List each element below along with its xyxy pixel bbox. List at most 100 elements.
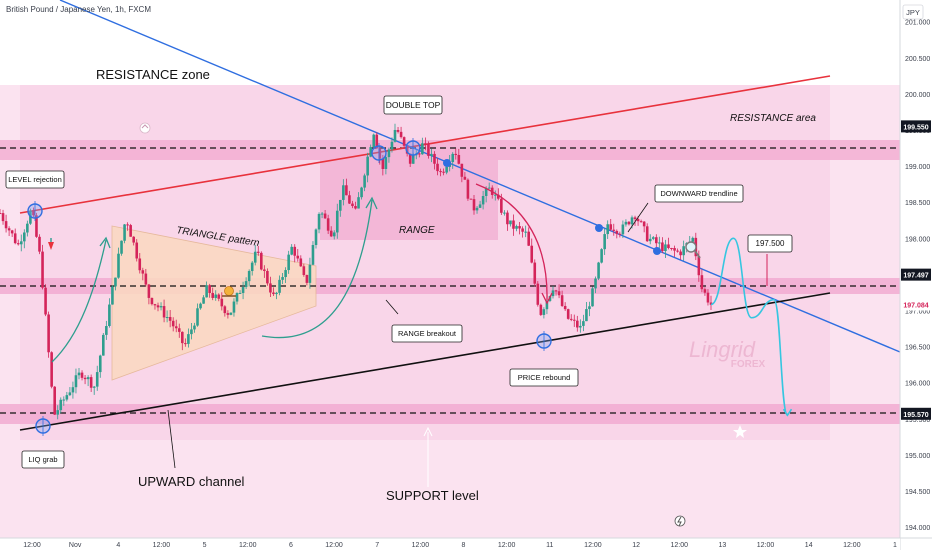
candle-body <box>202 297 205 304</box>
candle-body <box>445 166 448 173</box>
pepper-icon <box>48 238 54 250</box>
callout-downward-trendline: DOWNWARD trendline <box>654 184 744 203</box>
candle-body <box>177 328 181 332</box>
trendline-pointer-line <box>627 202 649 233</box>
downward-trendline[interactable] <box>59 0 901 353</box>
candle-body <box>411 155 415 164</box>
marker-price-rebound[interactable] <box>536 331 552 351</box>
candle-body <box>1 213 5 222</box>
candle-body <box>466 179 470 199</box>
candle-body <box>19 241 23 245</box>
candle-body <box>287 254 290 271</box>
price-badge-bg <box>901 268 931 281</box>
candle-body <box>296 255 300 259</box>
candle-body <box>16 243 20 245</box>
watermark: Lingrid FOREX <box>689 337 766 370</box>
time-axis[interactable] <box>0 538 900 550</box>
candle-body <box>390 141 394 150</box>
candle-body <box>65 395 69 400</box>
candle-body <box>153 304 157 306</box>
callout-downward-trendline-text: DOWNWARD trendline <box>660 189 737 198</box>
support-band <box>0 404 900 424</box>
candle-body <box>612 229 616 231</box>
candle-body <box>642 221 646 227</box>
candle-body <box>594 278 597 289</box>
candle-body <box>339 199 342 211</box>
candle-body <box>102 334 105 356</box>
x-tick-label: Nov <box>69 542 82 549</box>
candle-body <box>138 258 142 271</box>
candle-body <box>284 270 287 278</box>
price-badge-label: 195.570 <box>903 412 928 419</box>
candle-body <box>165 317 169 319</box>
candle-body <box>518 226 521 229</box>
candle-body <box>697 256 701 276</box>
candle-body <box>478 204 482 208</box>
x-tick-label: 12:00 <box>23 542 41 549</box>
candle-body <box>156 305 160 308</box>
candle-body <box>427 143 430 156</box>
candle-body <box>62 399 66 401</box>
candle-body <box>29 210 32 224</box>
x-tick-label: 11 <box>546 542 553 549</box>
currency-box[interactable]: JPY <box>902 4 924 20</box>
x-tick-labels: 12:00 Nov 4 12:00 5 12:00 6 12:00 7 12:00 8 12:00 11… <box>23 542 897 549</box>
candle-body <box>196 308 199 326</box>
price-badge[interactable]: 195.570 <box>901 407 931 420</box>
channel-zone <box>20 85 830 440</box>
candle-body <box>238 292 242 294</box>
candle-body <box>211 292 214 298</box>
marker-double-top-1[interactable] <box>371 143 387 163</box>
candle-body <box>569 318 573 320</box>
candle-body <box>193 325 196 330</box>
candle-body <box>244 281 248 288</box>
candle-body <box>436 163 439 172</box>
candle-body <box>509 220 512 225</box>
candle-body <box>475 207 479 211</box>
marker-double-top-2[interactable] <box>405 138 421 158</box>
candle-body <box>71 387 75 393</box>
marker-level-rejection[interactable] <box>27 201 43 221</box>
candle-body <box>421 143 424 155</box>
candle-body <box>424 143 427 145</box>
candle-body <box>369 147 372 157</box>
candle-body <box>247 271 251 282</box>
candle-body <box>348 195 351 204</box>
candle-body <box>530 245 534 263</box>
candle-body <box>199 303 202 309</box>
candle-body <box>381 158 385 169</box>
x-tick-label: 12 <box>632 542 640 549</box>
candles-group <box>0 123 713 420</box>
price-badge[interactable]: 197.084 <box>901 298 931 311</box>
candle-body <box>354 206 357 209</box>
candle-body <box>676 250 679 252</box>
price-badge[interactable]: 199.550 <box>901 120 931 133</box>
candle-body <box>335 210 339 233</box>
x-tick-label: 12:00 <box>412 542 430 549</box>
candle-body <box>585 309 588 322</box>
label-range: RANGE <box>399 225 435 236</box>
callout-price-rebound-text: PRICE rebound <box>518 373 571 382</box>
candle-body <box>80 372 84 378</box>
label-resistance-area: RESISTANCE area <box>730 113 816 124</box>
candle-body <box>171 320 175 327</box>
price-badge[interactable]: 197.497 <box>901 268 931 281</box>
magnifier-icon[interactable] <box>685 241 701 259</box>
y-tick-label: 194.500 <box>905 489 930 496</box>
price-badge-label: 197.084 <box>903 302 928 309</box>
lightning-icon[interactable] <box>674 515 686 527</box>
candle-body <box>572 319 576 321</box>
candle-body <box>129 225 132 237</box>
symbol-title[interactable]: British Pound / Japanese Yen, 1h, FXCM <box>6 5 151 14</box>
candle-body <box>83 377 87 380</box>
marker-liq-grab[interactable] <box>35 416 51 436</box>
candle-body <box>405 145 409 154</box>
candle-body <box>141 270 145 274</box>
candle-body <box>603 234 606 250</box>
watermark-sub: FOREX <box>731 359 766 370</box>
candle-body <box>539 304 543 315</box>
candle-body <box>302 266 306 275</box>
upward-channel-line[interactable] <box>19 292 831 431</box>
candle-body <box>439 171 442 173</box>
